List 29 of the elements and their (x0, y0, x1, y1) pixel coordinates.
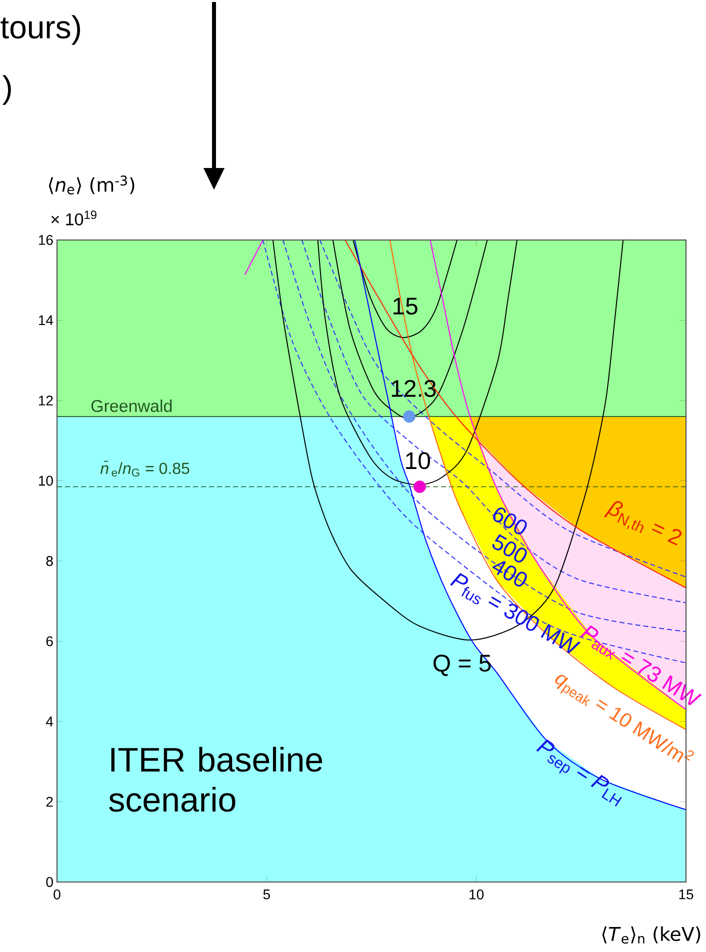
annotation: 400 (492, 561, 527, 587)
x-axis-title: ⟨T$_{e}$⟩$_{n}$ (keV) (602, 926, 700, 944)
annotation: n̄$_{e}$/n$_{G}$ = 0.85 (100, 460, 190, 477)
annotation: 600 (493, 508, 527, 534)
annotation: P$_{sep}$ = P$_{LH}$ (536, 739, 622, 807)
y-tick-label: 6 (46, 636, 53, 646)
text: tours) (0, 15, 80, 45)
x-tick-label: 15 (679, 890, 694, 900)
annotation: β$_{N,th}$ = 2 (604, 501, 682, 546)
y-axis-title: ⟨n$_{e}$⟩ (m$^{-3}$) (48, 176, 134, 194)
text: × 10$^{19}$ (51, 210, 96, 226)
line-series (352, 239, 458, 338)
x-tick-label: 10 (470, 890, 484, 900)
annotation: 500 (492, 534, 527, 563)
y-tick-label: 12 (38, 396, 53, 406)
y-tick-label: 2 (46, 796, 53, 807)
y-tick-label: 14 (38, 315, 54, 326)
y-tick-label: 16 (38, 235, 53, 245)
x-tick-label: 0 (54, 890, 60, 900)
annotation: 10 (406, 452, 430, 470)
annotation: Q = 5 (434, 654, 491, 676)
annotation: ITER baseline scenario (109, 746, 322, 812)
x-tick-label: 5 (263, 890, 270, 900)
y-tick-label: 0 (46, 877, 53, 887)
y-tick-label: 4 (46, 716, 54, 726)
text: ) (2, 75, 11, 105)
ref-line-label: Greenwald (91, 400, 172, 412)
y-tick-label: 10 (38, 476, 53, 486)
y-tick-label: 8 (46, 556, 53, 566)
